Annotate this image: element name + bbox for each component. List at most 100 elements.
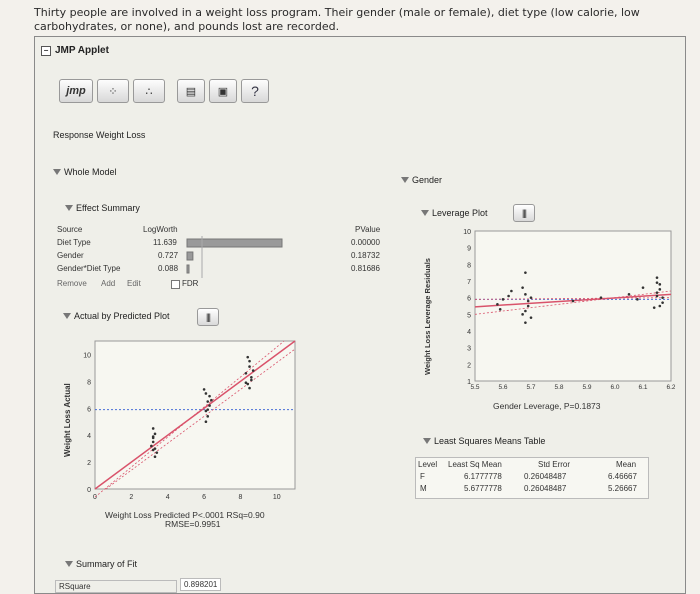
y-tick-label: 8 xyxy=(87,379,91,386)
scatter-icon-button[interactable]: ⁘ xyxy=(97,79,129,103)
data-point xyxy=(524,293,527,296)
y-tick-label: 8 xyxy=(467,262,471,269)
row-source[interactable]: Gender*Diet Type xyxy=(57,264,121,273)
y-tick-label: 6 xyxy=(87,406,91,413)
data-point xyxy=(658,288,662,291)
bar-scale-lines xyxy=(201,236,203,278)
report-icon-button[interactable]: ▤ xyxy=(177,79,205,103)
row-pvalue: 0.18732 xyxy=(351,251,380,260)
disclosure-triangle-icon[interactable] xyxy=(65,205,73,211)
x-tick-label: 4 xyxy=(166,494,170,501)
data-point xyxy=(655,291,659,294)
ls-row-lsmean: 5.6777778 xyxy=(464,484,502,493)
data-point xyxy=(150,444,153,448)
data-point xyxy=(153,447,157,450)
data-point xyxy=(524,309,527,313)
data-point xyxy=(202,388,206,391)
row-pvalue: 0.00000 xyxy=(351,238,380,247)
data-point xyxy=(655,281,659,284)
image-icon-button[interactable]: ▣ xyxy=(209,79,237,103)
data-point xyxy=(524,271,527,274)
least-squares-header[interactable]: Least Squares Means Table xyxy=(423,436,545,446)
disclosure-triangle-icon[interactable] xyxy=(423,438,431,444)
row-source[interactable]: Gender xyxy=(57,251,84,260)
data-point xyxy=(655,294,659,298)
logworth-bars xyxy=(186,238,283,274)
scatter-alt-icon-button[interactable]: ∴ xyxy=(133,79,165,103)
row-logworth: 0.727 xyxy=(158,251,179,260)
data-point xyxy=(246,355,250,359)
disclosure-triangle-icon[interactable] xyxy=(401,177,409,183)
summary-of-fit-header[interactable]: Summary of Fit xyxy=(65,559,137,569)
data-point xyxy=(661,296,664,299)
ls-row-level: M xyxy=(420,484,427,493)
data-point xyxy=(151,440,155,444)
applet-title: JMP Applet xyxy=(55,45,109,56)
leverage-plot-header[interactable]: Leverage Plot xyxy=(421,208,488,218)
data-point xyxy=(206,400,210,403)
data-point xyxy=(571,299,575,303)
row-source[interactable]: Diet Type xyxy=(57,238,91,247)
ls-row-stderr: 0.26048487 xyxy=(524,472,567,481)
data-point xyxy=(521,286,524,289)
data-point xyxy=(661,301,664,304)
data-point xyxy=(204,409,208,413)
data-point xyxy=(250,376,253,379)
actual-by-predicted-header[interactable]: Actual by Predicted Plot xyxy=(63,311,170,321)
collapse-icon[interactable]: − xyxy=(41,45,51,56)
y-tick-label: 4 xyxy=(467,329,471,336)
row-logworth: 0.088 xyxy=(158,264,179,273)
dots-icon: ∴ xyxy=(145,85,153,98)
x-tick-label: 8 xyxy=(239,494,243,501)
x-tick-label: 6.2 xyxy=(666,384,675,391)
plot-frame xyxy=(474,230,672,382)
data-point xyxy=(246,382,250,386)
data-point xyxy=(206,415,210,418)
data-point xyxy=(250,378,253,382)
y-tick-label: 7 xyxy=(467,279,471,286)
fdr-checkbox[interactable] xyxy=(171,280,180,289)
data-point xyxy=(151,435,155,438)
x-tick-label: 5.5 xyxy=(470,384,479,391)
header-source: Source xyxy=(57,225,83,234)
whole-model-header[interactable]: Whole Model xyxy=(53,167,117,177)
disclosure-triangle-icon[interactable] xyxy=(65,561,73,567)
remove-button[interactable]: Remove xyxy=(57,279,87,288)
fdr-label: FDR xyxy=(182,279,199,288)
edit-button[interactable]: Edit xyxy=(127,279,141,288)
actual-by-predicted-plot[interactable]: 10 8 6 4 2 00 2 4 6 8 10 xyxy=(73,337,303,507)
help-button[interactable]: ? xyxy=(241,79,269,103)
disclosure-triangle-icon[interactable] xyxy=(63,313,71,319)
confidence-line xyxy=(474,290,672,315)
x-tick-label: 6 xyxy=(202,494,206,501)
effect-summary-header[interactable]: Effect Summary xyxy=(65,203,140,213)
jmp-applet: − JMP Applet jmp ⁘ ∴ ▤ ▣ ? Response Weig… xyxy=(34,36,686,594)
disclosure-triangle-icon[interactable] xyxy=(421,210,429,216)
data-point xyxy=(496,303,499,306)
data-point xyxy=(521,313,524,316)
data-point xyxy=(529,316,533,319)
data-point xyxy=(507,294,510,298)
menu-icon-button[interactable]: ||| xyxy=(513,204,535,222)
effect-summary-table: Source LogWorth PValue Diet Type 11.639 … xyxy=(55,223,385,295)
y-tick-label: 1 xyxy=(467,379,471,386)
x-tick-label: 6.0 xyxy=(610,384,619,391)
y-tick-label: 10 xyxy=(83,352,91,359)
x-tick-label: 5.7 xyxy=(526,384,535,391)
add-button[interactable]: Add xyxy=(101,279,116,288)
leverage-xlabel: Gender Leverage, P=0.1873 xyxy=(493,401,601,411)
least-squares-table: Level Least Sq Mean Std Error Mean F 6.1… xyxy=(415,457,649,499)
y-tick-label: 6 xyxy=(467,296,471,303)
data-point xyxy=(641,286,645,289)
data-point xyxy=(208,394,211,398)
leverage-plot[interactable]: 10 9 8 7 6 5 4 3 2 15.5 5.6 5.7 5.8 5.9 6.0 6.1 6.2 xyxy=(435,225,675,403)
jmp-logo-button[interactable]: jmp xyxy=(59,79,93,103)
abp-caption-1: Weight Loss Predicted P<.0001 RSq=0.90 xyxy=(105,510,265,520)
menu-icon: ||| xyxy=(521,208,527,218)
applet-header[interactable]: − JMP Applet xyxy=(41,45,109,56)
logworth-bar xyxy=(186,264,190,274)
menu-icon-button[interactable]: ||| xyxy=(197,308,219,326)
header-logworth: LogWorth xyxy=(143,225,178,234)
disclosure-triangle-icon[interactable] xyxy=(53,169,61,175)
gender-header[interactable]: Gender xyxy=(401,175,442,185)
